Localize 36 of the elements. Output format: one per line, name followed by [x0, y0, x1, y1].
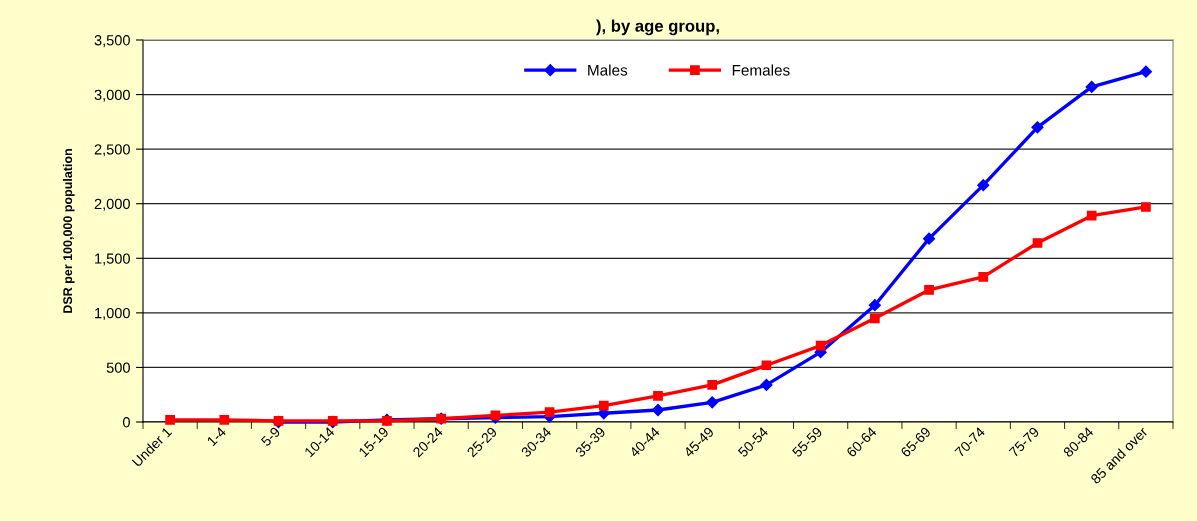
x-tick-label: 5-9	[260, 426, 281, 447]
legend-label: Males	[588, 64, 628, 76]
point	[761, 360, 772, 371]
point	[653, 390, 663, 401]
point	[165, 414, 175, 425]
point	[219, 414, 230, 425]
point	[1086, 210, 1097, 221]
point	[868, 299, 881, 312]
y-tick-label: 1,000	[95, 307, 130, 321]
y-tick-label: 1,500	[95, 253, 130, 266]
point	[651, 403, 665, 417]
point	[978, 271, 989, 282]
point	[977, 179, 990, 192]
y-tick-label: 3,000	[94, 89, 130, 102]
point	[707, 380, 718, 390]
y-tick-label: 0	[122, 417, 130, 428]
y-tick-label: 2,500	[94, 144, 130, 157]
x-tick-label: 1-4	[206, 426, 227, 447]
point	[869, 313, 880, 324]
point	[1085, 80, 1098, 94]
point	[922, 232, 936, 245]
point	[598, 400, 609, 411]
point	[706, 396, 719, 409]
point	[1031, 121, 1044, 134]
point	[1032, 238, 1043, 248]
point	[924, 285, 934, 295]
point	[1139, 65, 1152, 78]
legend-label: Females	[732, 64, 790, 76]
y-tick-label: 2,000	[94, 198, 130, 211]
point	[544, 407, 555, 418]
y-tick-label: 3,500	[94, 35, 130, 48]
point	[760, 378, 773, 391]
y-axis-title: DSR per 100,000 population	[62, 149, 75, 313]
y-tick-label: 500	[106, 362, 130, 373]
point	[1141, 202, 1151, 212]
chart-title: ), by age group,	[595, 19, 719, 36]
